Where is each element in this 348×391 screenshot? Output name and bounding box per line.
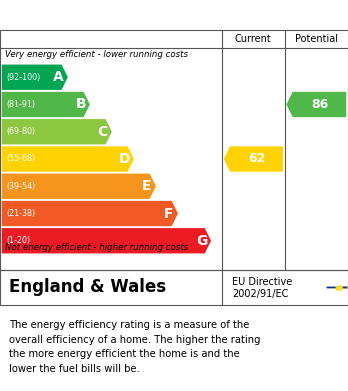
Text: England & Wales: England & Wales	[9, 278, 166, 296]
Text: E: E	[142, 179, 152, 193]
Polygon shape	[2, 65, 68, 90]
Text: Current: Current	[235, 34, 272, 44]
Polygon shape	[224, 146, 283, 172]
Text: (21-38): (21-38)	[6, 209, 35, 218]
Text: 86: 86	[311, 98, 328, 111]
Polygon shape	[2, 174, 156, 199]
Ellipse shape	[327, 287, 348, 288]
Text: G: G	[196, 234, 208, 248]
Text: C: C	[98, 125, 108, 139]
Text: (39-54): (39-54)	[6, 182, 35, 191]
Text: EU Directive: EU Directive	[232, 277, 293, 287]
Text: (92-100): (92-100)	[6, 73, 40, 82]
Text: Energy Efficiency Rating: Energy Efficiency Rating	[9, 7, 211, 23]
Text: (69-80): (69-80)	[6, 127, 35, 136]
Text: D: D	[119, 152, 130, 166]
Text: Not energy efficient - higher running costs: Not energy efficient - higher running co…	[5, 244, 188, 253]
Text: (81-91): (81-91)	[6, 100, 35, 109]
Text: 62: 62	[248, 152, 265, 165]
Text: (55-68): (55-68)	[6, 154, 35, 163]
Text: F: F	[164, 206, 174, 221]
Polygon shape	[2, 228, 211, 253]
Polygon shape	[2, 92, 90, 117]
Text: (1-20): (1-20)	[6, 236, 30, 245]
Polygon shape	[2, 146, 134, 172]
Text: The energy efficiency rating is a measure of the
overall efficiency of a home. T: The energy efficiency rating is a measur…	[9, 321, 260, 374]
Polygon shape	[2, 201, 178, 226]
Polygon shape	[286, 92, 346, 117]
Text: 2002/91/EC: 2002/91/EC	[232, 289, 289, 300]
Text: A: A	[53, 70, 64, 84]
Text: Potential: Potential	[295, 34, 338, 44]
Text: B: B	[76, 97, 86, 111]
Text: Very energy efficient - lower running costs: Very energy efficient - lower running co…	[5, 50, 188, 59]
Polygon shape	[2, 119, 112, 144]
